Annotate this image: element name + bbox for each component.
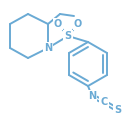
Text: O: O <box>54 19 62 29</box>
Text: S: S <box>114 105 122 115</box>
Text: N: N <box>88 91 96 101</box>
Text: C: C <box>100 97 108 107</box>
Text: S: S <box>64 31 72 41</box>
Text: N: N <box>44 43 52 53</box>
Text: O: O <box>74 19 82 29</box>
